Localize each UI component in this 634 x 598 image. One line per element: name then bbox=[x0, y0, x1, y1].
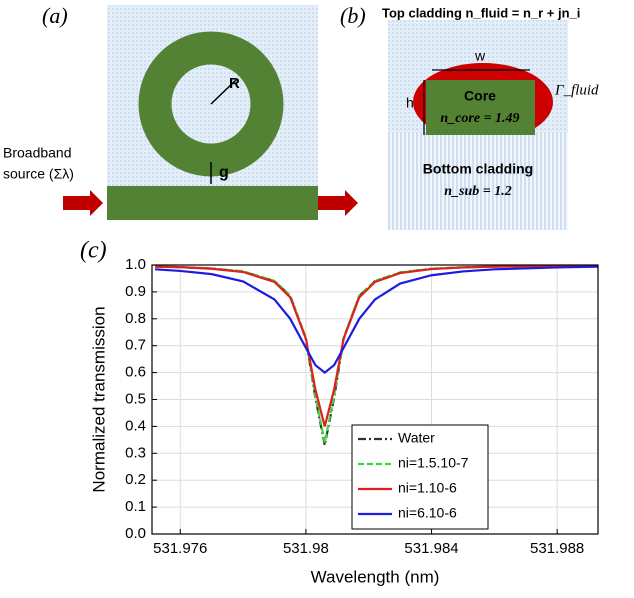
legend-label: Water bbox=[398, 430, 435, 446]
gamma-label: Γ_fluid bbox=[554, 82, 599, 98]
height-label: h bbox=[406, 95, 414, 111]
sub-index: n_sub = 1.2 bbox=[444, 184, 512, 199]
width-label: w bbox=[474, 48, 486, 64]
y-tick-label: 0.8 bbox=[125, 310, 146, 327]
legend-label: ni=1.5.10-7 bbox=[398, 455, 469, 471]
series-line bbox=[155, 264, 599, 427]
y-tick-label: 0.5 bbox=[125, 390, 146, 407]
gap-label: g bbox=[219, 164, 229, 181]
y-tick-label: 0.6 bbox=[125, 364, 146, 381]
bottom-label: Bottom cladding bbox=[423, 161, 533, 177]
y-tick-label: 0.9 bbox=[125, 283, 146, 300]
series-line bbox=[155, 264, 599, 443]
chart: 0.0 0.1 0.2 0.3 0.4 0.5 0.6 0.7 0.8 0.9 1.0 531.976… bbox=[89, 256, 599, 586]
y-tick-label: 0.0 bbox=[125, 525, 146, 542]
series-line bbox=[155, 265, 599, 375]
bottom-cladding bbox=[388, 133, 568, 230]
y-tick-label: 0.2 bbox=[125, 471, 146, 488]
y-tick-label: 0.7 bbox=[125, 337, 146, 354]
x-tick-label: 531.984 bbox=[404, 540, 458, 557]
x-axis-title: Wavelength (nm) bbox=[311, 567, 440, 586]
panel-label: (a) bbox=[42, 3, 68, 28]
x-tick-label: 531.976 bbox=[153, 540, 207, 557]
y-axis-title: Normalized transmission bbox=[89, 306, 108, 492]
output-arrow bbox=[318, 190, 358, 216]
top-label: Top cladding n_fluid = n_r + jn_i bbox=[382, 5, 580, 20]
core bbox=[426, 80, 535, 135]
y-tick-label: 0.1 bbox=[125, 498, 146, 515]
panel-a: R g (a) Broadband source (Σλ) bbox=[3, 3, 358, 220]
legend-label: ni=6.10-6 bbox=[398, 505, 457, 521]
radius-arrow bbox=[210, 79, 237, 105]
core-label: Core bbox=[464, 88, 496, 104]
plot-frame bbox=[151, 264, 599, 535]
core-index: n_core = 1.49 bbox=[440, 111, 519, 126]
source-label: Broadband bbox=[3, 145, 72, 161]
radius-label: R bbox=[229, 75, 240, 92]
input-arrow bbox=[63, 190, 103, 216]
source-label: source (Σλ) bbox=[3, 166, 74, 182]
ring bbox=[138, 31, 284, 177]
legend-box bbox=[351, 424, 489, 530]
y-tick-label: 0.4 bbox=[125, 417, 146, 434]
panel-label: (b) bbox=[340, 3, 366, 28]
waveguide bbox=[107, 186, 318, 220]
panel-b: w h Core n_core = 1.49 Γ_fluid Bottom cl… bbox=[340, 3, 599, 230]
y-tick-label: 1.0 bbox=[125, 256, 146, 273]
panel-label: (c) bbox=[80, 238, 107, 264]
x-tick-label: 531.988 bbox=[530, 540, 584, 557]
y-tick-label: 0.3 bbox=[125, 444, 146, 461]
legend-label: ni=1.10-6 bbox=[398, 480, 457, 496]
x-tick-label: 531.98 bbox=[283, 540, 329, 557]
